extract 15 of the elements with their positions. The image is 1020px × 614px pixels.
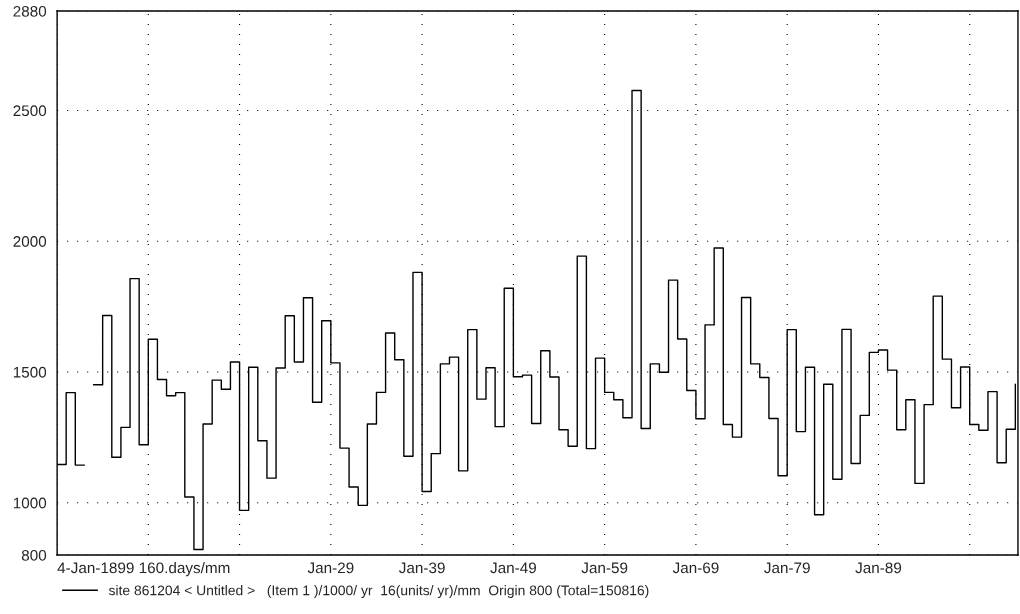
y-tick-label: 800 [21, 549, 47, 561]
x-tick-label: Jan-29 [307, 562, 354, 574]
y-tick-label: 2000 [13, 236, 47, 247]
legend-label: site 861204 < Untitled > (Item 1 )/1000/ yr 16(units/ yr)/mm Origin 800 (Total=150816) [108, 585, 649, 599]
y-tick-label: 1500 [13, 366, 47, 378]
y-tick-label: 2500 [13, 105, 47, 117]
y-tick-label: 1000 [13, 497, 47, 509]
x-tick-label: Jan-39 [398, 562, 445, 574]
y-tick-label: 2880 [13, 5, 47, 17]
x-tick-label: Jan-49 [490, 562, 537, 574]
x-tick-label: Jan-79 [764, 562, 810, 574]
x-tick-label: Jan-59 [581, 562, 628, 574]
x-tick-label: 4-Jan-1899 160.days/mm [57, 562, 230, 577]
x-tick-label: Jan-69 [672, 562, 719, 574]
x-tick-label: Jan-89 [855, 562, 902, 574]
